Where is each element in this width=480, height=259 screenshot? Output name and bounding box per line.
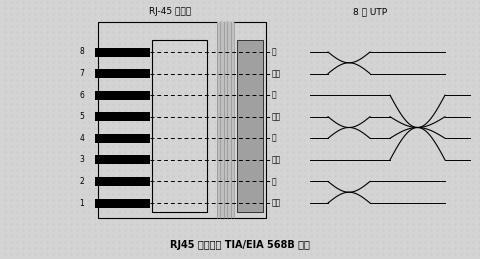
Text: 6: 6 xyxy=(79,91,84,100)
Bar xyxy=(95,155,150,164)
Bar xyxy=(95,134,150,143)
Text: 8: 8 xyxy=(80,47,84,56)
Text: 7: 7 xyxy=(79,69,84,78)
Text: RJ45 连接器的 TIA/EIA 568B 标准: RJ45 连接器的 TIA/EIA 568B 标准 xyxy=(170,240,309,250)
Text: 8 线 UTP: 8 线 UTP xyxy=(352,8,386,17)
Bar xyxy=(95,69,150,78)
Bar xyxy=(98,22,265,218)
Bar xyxy=(216,22,233,218)
Bar xyxy=(95,177,150,186)
Text: 白橙: 白橙 xyxy=(271,198,281,207)
Text: 兰: 兰 xyxy=(271,134,276,143)
Text: 4: 4 xyxy=(79,134,84,143)
Bar xyxy=(152,40,206,212)
Text: 白兰: 白兰 xyxy=(271,112,281,121)
Text: 2: 2 xyxy=(80,177,84,186)
Bar xyxy=(237,40,263,212)
Bar xyxy=(95,47,150,56)
Text: 绿: 绿 xyxy=(271,91,276,100)
Text: RJ-45 连接器: RJ-45 连接器 xyxy=(149,8,191,17)
Text: 白棕: 白棕 xyxy=(271,69,281,78)
Bar xyxy=(95,112,150,121)
Text: 棕: 棕 xyxy=(271,47,276,56)
Bar xyxy=(95,91,150,100)
Text: 白绿: 白绿 xyxy=(271,155,281,164)
Text: 3: 3 xyxy=(79,155,84,164)
Bar xyxy=(95,198,150,207)
Text: 5: 5 xyxy=(79,112,84,121)
Text: 橙: 橙 xyxy=(271,177,276,186)
Text: 1: 1 xyxy=(80,198,84,207)
